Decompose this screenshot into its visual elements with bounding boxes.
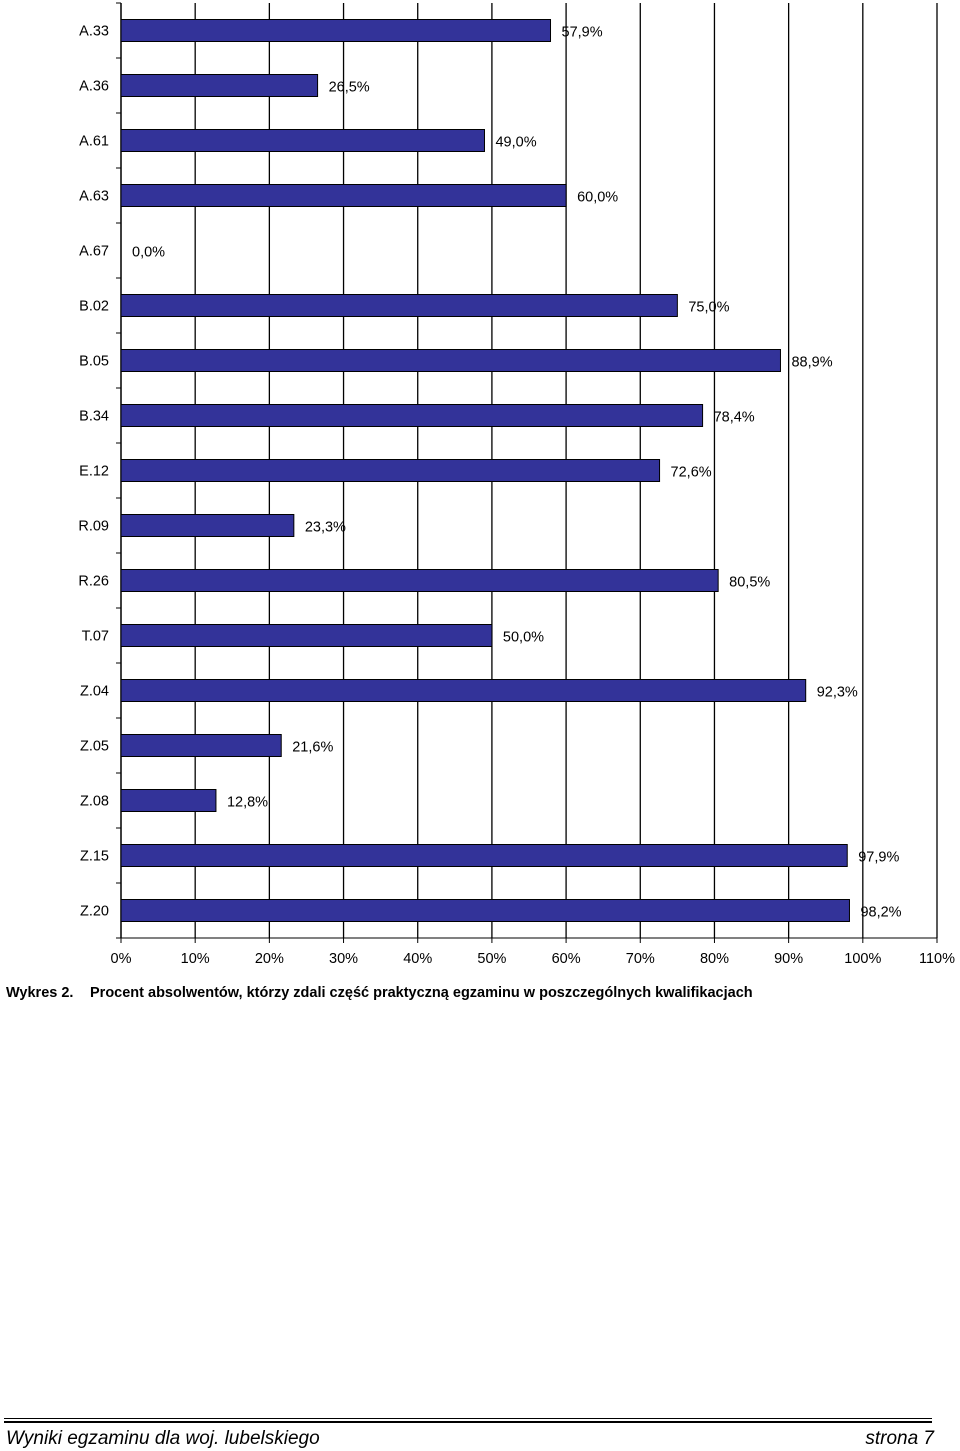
- figure-caption: Wykres 2. Procent absolwentów, którzy zda…: [6, 985, 753, 1001]
- category-label: Z.05: [80, 739, 109, 755]
- x-tick-label: 60%: [552, 951, 581, 967]
- caption-label: Wykres 2.: [6, 985, 74, 1001]
- x-tick-label: 110%: [919, 951, 955, 967]
- bar: [120, 459, 661, 482]
- caption-text: Procent absolwentów, którzy zdali część …: [90, 985, 753, 1001]
- category-label: E.12: [79, 464, 109, 480]
- category-label: R.26: [78, 574, 109, 590]
- bar: [120, 899, 850, 922]
- value-label: 80,5%: [729, 575, 770, 591]
- x-tick-label: 80%: [700, 951, 729, 967]
- bar: [120, 679, 807, 702]
- value-label: 49,0%: [495, 135, 536, 151]
- value-label: 12,8%: [227, 795, 268, 811]
- value-label: 26,5%: [329, 80, 370, 96]
- bar: [120, 734, 282, 757]
- x-tick-label: 70%: [626, 951, 655, 967]
- category-label: B.34: [79, 409, 109, 425]
- bar: [120, 74, 319, 97]
- footer-title: Wyniki egzaminu dla woj. lubelskiego: [6, 1428, 320, 1449]
- footer-divider: [4, 1418, 932, 1419]
- category-label: B.02: [79, 299, 109, 315]
- category-label: A.63: [79, 189, 109, 205]
- x-tick-label: 90%: [774, 951, 803, 967]
- category-label: A.33: [79, 24, 109, 40]
- bar: [120, 624, 493, 647]
- value-label: 78,4%: [714, 410, 755, 426]
- value-label: 75,0%: [688, 300, 729, 316]
- value-label: 57,9%: [562, 25, 603, 41]
- category-label: Z.04: [80, 684, 109, 700]
- bar: [120, 19, 552, 42]
- bar: [120, 514, 295, 537]
- value-label: 50,0%: [503, 630, 544, 646]
- x-tick-label: 30%: [329, 951, 358, 967]
- bar: [120, 789, 217, 812]
- bar: [120, 844, 848, 867]
- x-tick-label: 40%: [403, 951, 432, 967]
- category-label: Z.20: [80, 904, 109, 920]
- category-label: A.36: [79, 79, 109, 95]
- category-label: T.07: [82, 629, 109, 645]
- value-label: 97,9%: [858, 850, 899, 866]
- value-label: 88,9%: [791, 355, 832, 371]
- value-label: 23,3%: [305, 520, 346, 536]
- bar: [120, 129, 485, 152]
- footer-divider-thick: [4, 1421, 932, 1423]
- footer-page-number: strona 7: [865, 1428, 934, 1449]
- x-tick-label: 50%: [477, 951, 506, 967]
- value-label: 21,6%: [292, 740, 333, 756]
- x-tick-label: 10%: [181, 951, 210, 967]
- bar: [120, 294, 678, 317]
- bar: [120, 349, 781, 372]
- category-label: B.05: [79, 354, 109, 370]
- value-label: 98,2%: [860, 905, 901, 921]
- x-tick-label: 20%: [255, 951, 284, 967]
- bar: [120, 184, 567, 207]
- value-label: 72,6%: [671, 465, 712, 481]
- bar: [120, 569, 719, 592]
- value-label: 92,3%: [817, 685, 858, 701]
- category-label: R.09: [78, 519, 109, 535]
- category-label: A.67: [79, 244, 109, 260]
- bar-chart: 0% 10% 20% 30% 40% 50% 60% 70% 80% 90% 100% 110% A.3…: [78, 2, 955, 967]
- category-label: A.61: [79, 134, 109, 150]
- x-tick-label: 0%: [111, 951, 132, 967]
- category-label: Z.15: [80, 849, 109, 865]
- value-label: 0,0%: [132, 245, 165, 261]
- x-tick-label: 100%: [844, 951, 881, 967]
- category-label: Z.08: [80, 794, 109, 810]
- value-label: 60,0%: [577, 190, 618, 206]
- bar: [120, 404, 704, 427]
